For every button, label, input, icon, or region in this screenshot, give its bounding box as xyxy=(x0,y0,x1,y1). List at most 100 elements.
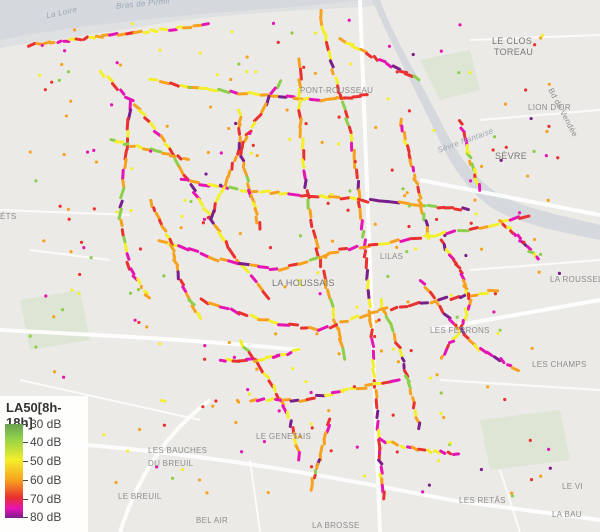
noise-point xyxy=(304,379,308,384)
noise-point xyxy=(479,164,484,168)
noise-point xyxy=(271,21,276,25)
noise-segment xyxy=(327,250,340,255)
noise-segment xyxy=(281,398,292,402)
noise-point xyxy=(391,347,395,351)
noise-point xyxy=(183,198,187,202)
noise-segment xyxy=(168,28,178,32)
noise-point xyxy=(115,61,119,65)
noise-point xyxy=(437,459,441,463)
noise-segment xyxy=(453,207,463,212)
noise-point xyxy=(539,474,543,478)
noise-segment xyxy=(367,298,372,309)
noise-segment xyxy=(417,193,423,200)
noise-segment xyxy=(135,144,144,150)
noise-segment xyxy=(319,98,328,103)
noise-point xyxy=(464,253,468,258)
noise-segment xyxy=(382,490,386,501)
noise-segment xyxy=(274,392,280,400)
noise-segment xyxy=(107,32,119,37)
map-label: SÈVRE xyxy=(495,151,528,161)
noise-segment xyxy=(417,421,422,431)
noise-segment xyxy=(364,382,375,387)
noise-segment xyxy=(132,103,142,111)
noise-segment xyxy=(213,224,222,233)
noise-segment xyxy=(217,231,227,243)
noise-point xyxy=(449,441,453,445)
noise-point xyxy=(262,440,267,444)
noise-point xyxy=(180,214,184,219)
noise-segment xyxy=(88,35,96,40)
noise-segment xyxy=(121,168,125,181)
noise-segment xyxy=(368,197,380,203)
noise-segment xyxy=(403,374,411,384)
noise-segment xyxy=(501,223,508,229)
noise-segment xyxy=(439,354,444,360)
noise-segment xyxy=(356,199,361,209)
noise-point xyxy=(232,355,236,359)
noise-segment xyxy=(49,40,56,45)
noise-point xyxy=(206,150,210,155)
noise-segment xyxy=(74,37,83,42)
noise-point xyxy=(547,447,551,451)
noise-point xyxy=(43,88,47,92)
noise-segment xyxy=(119,218,124,228)
noise-point xyxy=(537,270,541,274)
noise-point xyxy=(60,62,64,67)
noise-segment xyxy=(158,80,171,86)
noise-segment xyxy=(416,185,421,195)
noise-segment xyxy=(337,327,343,341)
noise-segment xyxy=(233,155,238,163)
noise-segment xyxy=(442,312,452,320)
noise-point xyxy=(227,340,231,345)
noise-point xyxy=(468,179,473,183)
noise-segment xyxy=(397,200,411,206)
noise-point xyxy=(557,271,562,275)
noise-segment xyxy=(359,219,364,231)
noise-point xyxy=(67,217,71,221)
noise-point xyxy=(162,423,166,427)
noise-segment xyxy=(437,295,449,302)
noise-segment xyxy=(248,263,260,268)
map-label: LILAS xyxy=(380,252,404,261)
noise-point xyxy=(201,405,205,409)
noise-segment xyxy=(169,81,180,88)
noise-point xyxy=(313,31,318,35)
noise-point xyxy=(467,151,471,155)
noise-point xyxy=(529,478,534,482)
noise-segment xyxy=(406,445,413,449)
noise-segment xyxy=(399,117,403,128)
noise-point xyxy=(407,109,411,113)
noise-segment xyxy=(297,57,302,69)
noise-segment xyxy=(347,125,353,135)
noise-point xyxy=(510,491,514,495)
noise-point xyxy=(324,255,328,259)
noise-point xyxy=(533,43,537,47)
noise-segment xyxy=(277,323,291,327)
noise-point xyxy=(346,208,350,212)
noise-segment xyxy=(229,307,241,316)
map-label: LA BAU xyxy=(552,510,582,519)
noise-segment xyxy=(305,396,316,402)
noise-segment xyxy=(106,75,115,83)
noise-segment xyxy=(375,409,380,420)
noise-point xyxy=(434,217,439,222)
noise-point xyxy=(137,320,141,325)
noise-point xyxy=(439,391,443,395)
noise-point xyxy=(492,310,496,314)
noise-segment xyxy=(377,199,390,204)
noise-segment xyxy=(338,246,349,251)
noise-point xyxy=(532,149,536,153)
noise-segment xyxy=(100,33,110,38)
noise-point xyxy=(277,409,281,413)
noise-segment xyxy=(408,388,413,396)
noise-segment xyxy=(355,168,359,180)
noise-segment xyxy=(378,58,387,64)
noise-segment xyxy=(403,72,414,78)
noise-segment xyxy=(246,182,251,192)
noise-point xyxy=(377,318,381,322)
noise-point xyxy=(503,102,508,106)
noise-point xyxy=(92,148,96,152)
noise-segment xyxy=(469,293,479,298)
noise-segment xyxy=(409,203,421,207)
